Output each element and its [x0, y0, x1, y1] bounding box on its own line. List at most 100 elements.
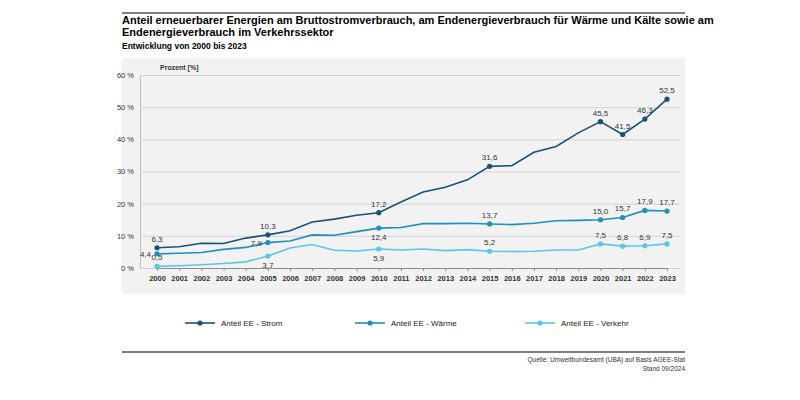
x-tick: 2014	[460, 268, 478, 283]
data-label: 41,5	[615, 122, 631, 131]
x-tick-mark	[423, 268, 424, 271]
x-tick-label: 2022	[637, 274, 654, 283]
legend-marker	[367, 320, 372, 325]
y-axis-title: Prozent [%]	[160, 64, 199, 72]
x-tick-label: 2017	[526, 274, 543, 283]
x-tick-mark	[357, 268, 358, 271]
data-label: 7,5	[661, 231, 673, 240]
x-tick-label: 2011	[393, 274, 409, 283]
x-tick-mark	[201, 268, 202, 271]
x-tick-label: 2019	[570, 274, 587, 283]
x-axis: 2000200120022003200420052006200720082009…	[149, 268, 676, 283]
y-tick-label: 30 %	[117, 167, 134, 176]
series-marker	[265, 253, 270, 258]
series-marker	[376, 226, 381, 231]
grid-line	[140, 172, 680, 173]
x-tick-mark	[379, 268, 380, 271]
x-tick-label: 2023	[659, 274, 676, 283]
data-label: 5,2	[484, 238, 496, 247]
grid-line	[140, 139, 680, 140]
data-label: 7,5	[595, 231, 607, 240]
data-label: 10,3	[260, 222, 276, 231]
bottom-rule	[122, 352, 685, 353]
x-tick: 2011	[393, 268, 409, 283]
data-label: 45,5	[593, 109, 609, 118]
x-tick-label: 2005	[260, 274, 277, 283]
x-tick-mark	[490, 268, 491, 271]
x-tick-mark	[600, 268, 601, 271]
x-tick: 2016	[504, 268, 521, 283]
x-tick-mark	[623, 268, 624, 271]
x-tick-label: 2004	[238, 274, 256, 283]
data-label: 6,3	[151, 235, 163, 244]
data-label: 6,9	[639, 233, 651, 242]
x-tick-label: 2008	[327, 274, 344, 283]
x-axis-line	[158, 268, 668, 269]
x-tick-label: 2009	[349, 274, 366, 283]
x-tick: 2009	[349, 268, 366, 283]
x-tick: 2021	[615, 268, 632, 283]
x-tick: 2022	[637, 268, 654, 283]
data-label: 0,5	[151, 253, 163, 262]
data-label: 15,7	[615, 204, 631, 213]
x-tick-mark	[445, 268, 446, 271]
data-label: 31,6	[482, 153, 498, 162]
series-marker	[664, 208, 669, 213]
x-tick: 2002	[194, 268, 211, 283]
x-tick-mark	[556, 268, 557, 271]
data-label: 13,7	[482, 211, 498, 220]
data-label: 5,9	[373, 254, 385, 263]
data-label: 15,0	[593, 207, 609, 216]
legend-item: Anteil EE - Strom	[185, 319, 283, 328]
x-tick-mark	[224, 268, 225, 271]
x-tick: 2007	[304, 268, 321, 283]
data-label: 12,4	[371, 233, 387, 242]
y-tick: 60 %	[117, 71, 680, 80]
x-tick: 2004	[238, 268, 256, 283]
x-tick-label: 2018	[548, 274, 565, 283]
data-label: 3,7	[262, 261, 274, 270]
x-tick: 2003	[216, 268, 233, 283]
data-labels: 6,310,317,231,645,541,546,352,54,47,912,…	[140, 86, 675, 270]
title: Anteil erneuerbarer Energien am Bruttost…	[122, 14, 714, 38]
data-label: 52,5	[659, 86, 675, 95]
x-tick: 2013	[437, 268, 454, 283]
x-tick-mark	[534, 268, 535, 271]
data-label: 17,7	[659, 198, 675, 207]
grid-line	[140, 75, 680, 76]
x-tick-label: 2013	[437, 274, 454, 283]
x-tick: 2018	[548, 268, 565, 283]
x-tick-mark	[246, 268, 247, 271]
data-label: 4,4	[140, 250, 152, 259]
series-marker	[664, 241, 669, 246]
title-line: Endenergieverbrauch im Verkehrssektor	[122, 26, 334, 38]
x-tick-label: 2006	[282, 274, 299, 283]
data-label: 6,8	[617, 233, 629, 242]
x-tick-mark	[645, 268, 646, 271]
legend-label: Anteil EE - Strom	[221, 319, 283, 328]
series-marker	[620, 215, 625, 220]
y-tick-label: 60 %	[117, 71, 134, 80]
x-tick: 2020	[593, 268, 610, 283]
x-tick-label: 2010	[371, 274, 388, 283]
series-marker	[487, 221, 492, 226]
x-tick-label: 2012	[415, 274, 432, 283]
x-tick: 2015	[482, 268, 499, 283]
legend-label: Anteil EE - Verkehr	[561, 319, 629, 328]
x-tick-mark	[578, 268, 579, 271]
x-tick: 2005	[260, 268, 277, 283]
x-tick-label: 2014	[460, 274, 478, 283]
legend-marker	[197, 320, 202, 325]
series-marker	[376, 210, 381, 215]
series-marker	[376, 246, 381, 251]
plot-background	[122, 58, 685, 294]
x-tick-label: 2015	[482, 274, 499, 283]
series-marker	[265, 240, 270, 245]
legend-item: Anteil EE - Verkehr	[525, 319, 629, 328]
series-marker	[154, 264, 159, 269]
series-marker	[642, 243, 647, 248]
x-tick-mark	[467, 268, 468, 271]
x-tick-mark	[667, 268, 668, 271]
data-label: 17,9	[637, 197, 653, 206]
x-tick-mark	[401, 268, 402, 271]
